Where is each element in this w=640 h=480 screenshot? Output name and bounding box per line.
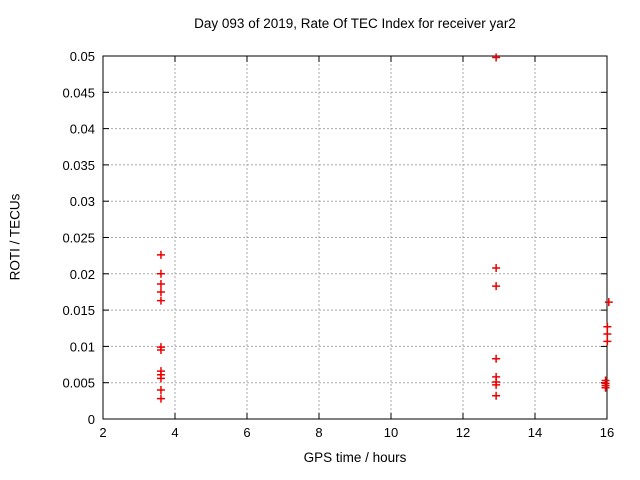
y-tick-label: 0.025 bbox=[62, 231, 95, 246]
data-point-marker bbox=[156, 385, 165, 394]
data-point-marker bbox=[156, 296, 165, 305]
x-tick-label: 6 bbox=[243, 425, 250, 440]
data-point-marker bbox=[492, 354, 501, 363]
x-tick-label: 16 bbox=[600, 425, 614, 440]
data-point-marker bbox=[601, 383, 610, 392]
data-point-marker bbox=[603, 330, 612, 339]
data-point-marker bbox=[156, 279, 165, 288]
x-tick-label: 12 bbox=[456, 425, 470, 440]
y-tick-label: 0.04 bbox=[70, 122, 95, 137]
data-point-marker bbox=[603, 337, 612, 346]
y-tick-label: 0.05 bbox=[70, 49, 95, 64]
y-tick-label: 0.015 bbox=[62, 303, 95, 318]
x-tick-label: 14 bbox=[528, 425, 542, 440]
data-point-marker bbox=[156, 346, 165, 355]
x-axis-label: GPS time / hours bbox=[303, 450, 407, 465]
y-tick-label: 0.045 bbox=[62, 85, 95, 100]
data-point-marker bbox=[156, 374, 165, 383]
data-point-marker bbox=[492, 282, 501, 291]
data-point-marker bbox=[492, 380, 501, 389]
x-tick-label: 8 bbox=[315, 425, 322, 440]
data-point-marker bbox=[492, 391, 501, 400]
data-point-marker bbox=[492, 53, 501, 62]
data-point-marker bbox=[156, 269, 165, 278]
y-tick-label: 0.02 bbox=[70, 267, 95, 282]
data-point-marker bbox=[604, 298, 613, 307]
y-tick-label: 0 bbox=[88, 412, 95, 427]
x-tick-label: 10 bbox=[384, 425, 398, 440]
data-point-marker bbox=[492, 263, 501, 272]
x-tick-label: 4 bbox=[171, 425, 178, 440]
data-point-marker bbox=[156, 287, 165, 296]
y-tick-label: 0.035 bbox=[62, 158, 95, 173]
data-point-marker bbox=[603, 322, 612, 331]
x-tick-label: 2 bbox=[99, 425, 106, 440]
chart-title: Day 093 of 2019, Rate Of TEC Index for r… bbox=[194, 16, 516, 31]
data-point-marker bbox=[156, 250, 165, 259]
y-tick-label: 0.01 bbox=[70, 339, 95, 354]
data-point-marker bbox=[156, 394, 165, 403]
y-tick-label: 0.005 bbox=[62, 376, 95, 391]
y-tick-label: 0.03 bbox=[70, 194, 95, 209]
